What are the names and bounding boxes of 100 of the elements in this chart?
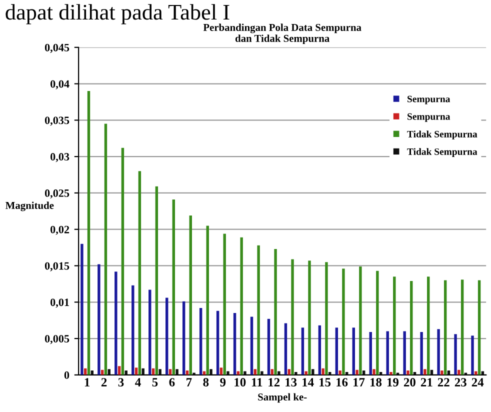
x-tick-label: 23 <box>454 378 466 386</box>
bar <box>206 226 209 375</box>
y-tick-label: 0,045 <box>44 44 70 53</box>
bar <box>356 370 358 375</box>
bar <box>410 281 413 375</box>
y-tick-label: 0,01 <box>50 298 69 308</box>
bar <box>460 280 464 375</box>
bar <box>257 245 260 375</box>
bar <box>274 249 277 375</box>
bar <box>294 372 298 375</box>
x-tick-label: 19 <box>387 378 398 386</box>
bar <box>260 371 264 375</box>
chart-title: Perbandingan Pola Data Sempurna dan Tidak Sempurna <box>203 24 362 44</box>
bar <box>390 372 392 375</box>
bar <box>87 91 90 375</box>
bar <box>132 285 134 375</box>
bar <box>244 371 246 375</box>
bar <box>182 301 186 375</box>
bar <box>318 325 322 375</box>
bar <box>352 328 355 375</box>
bar <box>124 370 128 375</box>
x-tick-label: 4 <box>135 378 141 386</box>
bar <box>104 124 108 375</box>
y-axis-title: Magnitude <box>6 202 54 212</box>
bar <box>454 334 457 375</box>
x-tick-label: 11 <box>252 378 262 386</box>
bar <box>471 336 474 375</box>
legend-label: Tidak Sempurna <box>407 148 478 157</box>
bar <box>267 318 270 375</box>
x-tick-label: 24 <box>472 378 484 386</box>
y-tick-label: 0,025 <box>44 189 70 199</box>
bar <box>338 370 342 375</box>
x-tick-label: 3 <box>118 378 124 386</box>
bar <box>223 234 226 375</box>
bar <box>148 290 152 375</box>
bar <box>322 368 324 375</box>
bar <box>166 298 168 375</box>
x-tick-label: 12 <box>268 378 280 386</box>
bar <box>308 260 311 375</box>
y-tick-label: 0 <box>64 371 70 379</box>
bar <box>478 280 481 375</box>
bar <box>301 328 304 375</box>
legend-label: Sempurna <box>408 113 450 122</box>
x-tick-label: 8 <box>203 378 209 386</box>
x-tick-label: 14 <box>302 378 314 386</box>
bar <box>424 369 426 375</box>
x-tick-label: 1 <box>84 378 90 386</box>
bar <box>440 370 444 375</box>
x-tick-label: 20 <box>404 378 416 386</box>
y-tick-label: 0,035 <box>44 116 70 126</box>
bar <box>393 276 396 375</box>
bar <box>240 237 243 375</box>
bar <box>386 331 389 375</box>
bar <box>458 370 460 375</box>
bar <box>420 332 423 375</box>
text: dapat dilihat pada Tabel I <box>6 4 230 24</box>
bar <box>216 310 220 375</box>
x-tick-label: 9 <box>220 378 226 386</box>
x-tick-label: 22 <box>438 378 450 386</box>
x-tick-label: 5 <box>152 378 158 386</box>
bar <box>189 216 192 375</box>
bar <box>474 371 478 375</box>
bar <box>210 369 212 375</box>
bar <box>80 244 84 375</box>
bar <box>369 332 372 375</box>
bar <box>437 329 440 375</box>
x-tick-label: 13 <box>286 378 297 386</box>
bar <box>114 272 118 375</box>
x-tick-label: 16 <box>336 378 348 386</box>
x-tick-label: 17 <box>353 378 365 386</box>
bar <box>233 313 236 375</box>
bar <box>138 171 142 375</box>
bar <box>372 369 376 375</box>
bar <box>155 186 158 375</box>
x-tick-label: 18 <box>370 378 382 386</box>
x-tick-label: 10 <box>234 378 246 386</box>
bar <box>98 264 100 375</box>
bar <box>335 328 338 375</box>
bar <box>199 308 202 375</box>
bar <box>142 368 144 375</box>
x-tick-label: 15 <box>320 378 331 386</box>
y-tick-label: 0,02 <box>50 226 70 235</box>
bar <box>427 276 430 375</box>
legend-label: Sempurna <box>408 96 450 104</box>
bar <box>284 323 288 375</box>
bar <box>226 371 230 375</box>
bar <box>158 369 162 375</box>
bar <box>250 316 254 375</box>
bar <box>376 270 379 375</box>
bar <box>359 266 362 375</box>
x-tick-label: 6 <box>169 378 175 386</box>
y-tick-label: 0,005 <box>44 334 70 344</box>
x-tick-label: 7 <box>186 378 192 386</box>
legend-label: Tidak Sempurna <box>407 130 478 140</box>
y-tick-label: 0,03 <box>50 153 70 162</box>
x-axis-title: Sampel ke- <box>258 393 307 403</box>
y-tick-label: 0,04 <box>50 80 70 90</box>
bar <box>304 371 308 375</box>
bar <box>172 200 176 375</box>
bar <box>278 371 280 375</box>
